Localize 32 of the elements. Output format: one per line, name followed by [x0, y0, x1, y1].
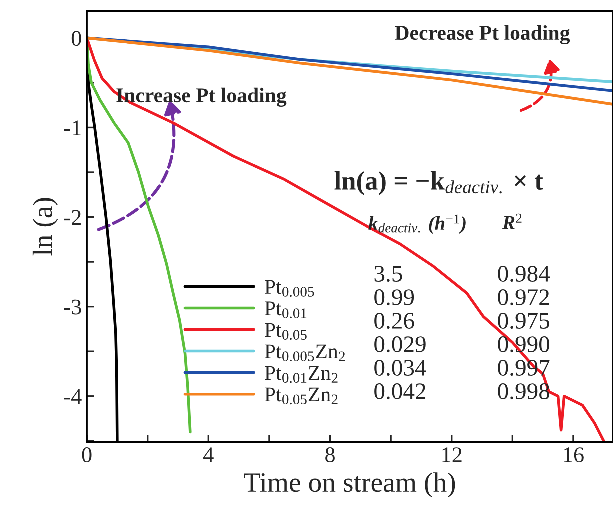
legend-label: Pt$_{0.005}$ [265, 280, 314, 297]
x-axis-title: Time on stream (h) [244, 472, 456, 498]
annotation: R$^{2}$ [502, 214, 522, 230]
annotation: 0.034 [374, 360, 426, 376]
x-tick-label: 0 [82, 448, 92, 463]
annotation: 0.998 [498, 384, 550, 400]
x-tick-label: 8 [326, 448, 335, 463]
x-tick-label: 12 [442, 448, 462, 462]
annotation: k$_{deactiv.}$ (h$^{−1}$) [368, 214, 466, 234]
annotation: 0.984 [498, 266, 550, 282]
legend-label: Pt$_{0.01}$Zn$_{2}$ [265, 366, 338, 384]
annotation: 0.029 [374, 336, 426, 353]
legend-label: Pt$_{0.05}$ [265, 323, 307, 340]
y-tick-label: 0 [72, 31, 82, 46]
legend-label: Pt$_{0.05}$Zn$_{2}$ [265, 388, 338, 405]
annotation: Decrease Pt loading [395, 25, 570, 45]
y-axis-title: ln (a) [32, 198, 58, 256]
y-tick-label: -2 [64, 210, 81, 225]
annotation: 0.26 [374, 313, 414, 330]
annotation: 3.5 [374, 266, 402, 282]
annotation: ln(a) = −k$_{deactiv.}$ × t [334, 171, 544, 196]
annotation: 0.042 [374, 384, 426, 400]
legend-label: Pt$_{0.005}$Zn$_{2}$ [265, 344, 346, 362]
annotation: 0.975 [498, 313, 550, 330]
legend-label: Pt$_{0.01}$ [265, 302, 307, 319]
y-tick-label: -3 [64, 300, 82, 315]
x-tick-label: 4 [204, 448, 214, 462]
x-tick-label: 16 [564, 448, 584, 463]
annotation: 0.99 [374, 290, 414, 306]
y-tick-label: -1 [64, 120, 81, 136]
annotation: 0.972 [498, 290, 550, 306]
y-tick-label: -4 [64, 389, 82, 404]
